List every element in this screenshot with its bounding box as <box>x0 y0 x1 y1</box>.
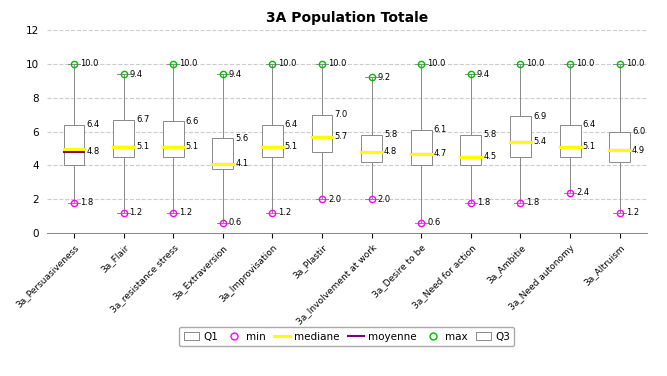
Text: 1.8: 1.8 <box>80 198 93 207</box>
Text: 6.4: 6.4 <box>87 120 99 129</box>
Text: 10.0: 10.0 <box>179 59 197 68</box>
Text: 4.9: 4.9 <box>632 146 645 155</box>
Text: 5.8: 5.8 <box>384 130 398 139</box>
Text: 6.1: 6.1 <box>434 126 447 134</box>
Bar <box>560 125 580 157</box>
Bar <box>63 125 85 165</box>
Text: 10.0: 10.0 <box>526 59 545 68</box>
Text: 10.0: 10.0 <box>626 59 644 68</box>
Text: 4.8: 4.8 <box>384 147 398 156</box>
Text: 5.8: 5.8 <box>484 130 496 139</box>
Text: 9.2: 9.2 <box>378 73 391 82</box>
Text: 2.0: 2.0 <box>328 195 341 204</box>
Text: 5.1: 5.1 <box>285 143 298 151</box>
Text: 1.2: 1.2 <box>278 208 291 217</box>
Text: 7.0: 7.0 <box>334 110 348 119</box>
Bar <box>411 130 432 165</box>
Text: 6.0: 6.0 <box>632 127 646 136</box>
Bar <box>113 120 134 157</box>
Bar <box>609 132 630 162</box>
Title: 3A Population Totale: 3A Population Totale <box>265 11 428 25</box>
Text: 2.4: 2.4 <box>576 188 589 197</box>
Text: 5.1: 5.1 <box>185 143 199 151</box>
Text: 6.4: 6.4 <box>582 120 596 129</box>
Text: 10.0: 10.0 <box>80 59 98 68</box>
Text: 4.7: 4.7 <box>434 149 447 158</box>
Text: 1.8: 1.8 <box>477 198 490 207</box>
Text: 0.6: 0.6 <box>427 218 440 227</box>
Text: 6.4: 6.4 <box>285 120 298 129</box>
Text: 4.8: 4.8 <box>87 147 99 156</box>
Text: 5.6: 5.6 <box>235 134 249 143</box>
Text: 5.4: 5.4 <box>533 137 546 146</box>
Text: 6.7: 6.7 <box>136 115 149 124</box>
Text: 9.4: 9.4 <box>129 70 143 79</box>
Text: 1.2: 1.2 <box>626 208 639 217</box>
Text: 1.8: 1.8 <box>526 198 540 207</box>
Text: 1.2: 1.2 <box>129 208 143 217</box>
Text: 5.1: 5.1 <box>136 143 149 151</box>
Text: 10.0: 10.0 <box>576 59 594 68</box>
Bar <box>212 138 233 169</box>
Text: 9.4: 9.4 <box>229 70 242 79</box>
Text: 4.1: 4.1 <box>235 159 248 168</box>
Text: 0.6: 0.6 <box>229 218 242 227</box>
Bar <box>362 135 382 162</box>
Bar <box>163 121 183 157</box>
Text: 10.0: 10.0 <box>278 59 297 68</box>
Text: 2.0: 2.0 <box>378 195 391 204</box>
Bar <box>510 116 531 157</box>
Text: 1.2: 1.2 <box>179 208 192 217</box>
Bar <box>460 135 482 165</box>
Text: 5.1: 5.1 <box>582 143 596 151</box>
Bar <box>311 115 332 152</box>
Legend: Q1, min, mediane, moyenne, max, Q3: Q1, min, mediane, moyenne, max, Q3 <box>179 327 514 346</box>
Bar <box>262 125 283 157</box>
Text: 10.0: 10.0 <box>328 59 346 68</box>
Text: 6.6: 6.6 <box>185 117 199 126</box>
Text: 5.7: 5.7 <box>334 132 348 141</box>
Text: 4.5: 4.5 <box>484 153 496 161</box>
Text: 6.9: 6.9 <box>533 112 546 121</box>
Text: 10.0: 10.0 <box>427 59 446 68</box>
Text: 9.4: 9.4 <box>477 70 490 79</box>
